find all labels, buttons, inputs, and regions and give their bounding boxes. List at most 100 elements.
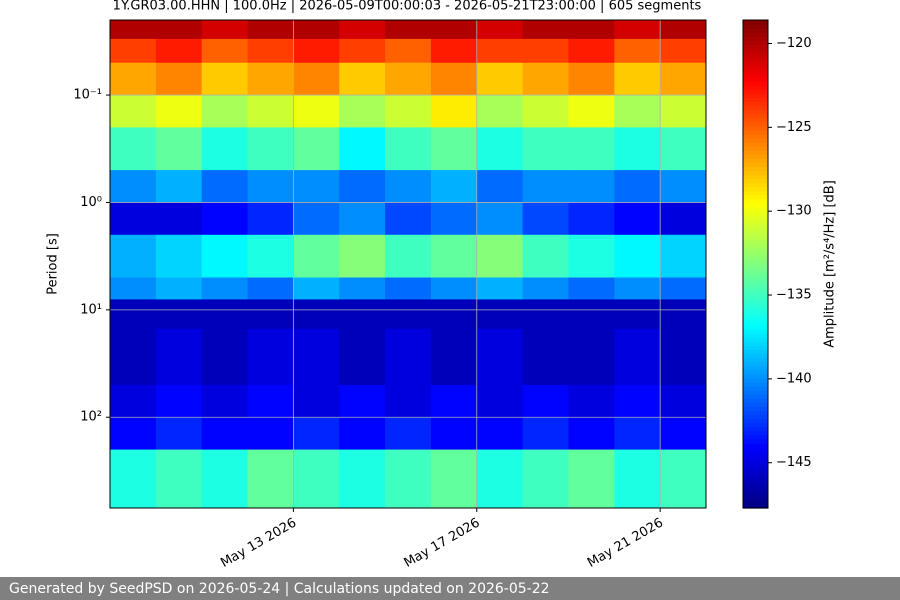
heatmap-cell [430, 62, 478, 96]
heatmap-cell [201, 328, 249, 386]
heatmap-cell [110, 38, 157, 64]
colorbar-band [743, 255, 768, 261]
heatmap-cell [476, 449, 524, 509]
heatmap-cell [430, 202, 478, 236]
colorbar-tick-label: −145 [776, 455, 812, 470]
heatmap-cell [614, 127, 661, 171]
colorbar-band [743, 487, 768, 493]
heatmap-cell [614, 234, 661, 279]
colorbar-band [743, 304, 768, 310]
heatmap-cell [660, 38, 707, 64]
heatmap-cell [201, 277, 249, 300]
heatmap-cell [247, 449, 294, 509]
heatmap-cell [110, 170, 157, 203]
colorbar-band [743, 264, 768, 269]
heatmap-cell [430, 38, 478, 64]
heatmap-cell [110, 417, 157, 451]
heatmap-cell [247, 202, 294, 236]
colorbar-band [743, 52, 768, 58]
colorbar-band [743, 345, 768, 350]
colorbar-band [743, 158, 768, 163]
colorbar-band [743, 72, 768, 78]
colorbar-band [743, 211, 768, 216]
heatmap-cell [201, 95, 249, 128]
colorbar-band [743, 182, 768, 188]
heatmap-cell [110, 328, 157, 386]
colorbar-band [743, 113, 768, 119]
colorbar-band [743, 296, 768, 302]
colorbar-band [743, 426, 768, 432]
heatmap-cell [476, 277, 524, 300]
heatmap-cell [660, 234, 707, 279]
colorbar-band [743, 89, 768, 94]
colorbar-tick-label: −120 [776, 36, 812, 51]
heatmap-cell [247, 127, 294, 171]
heatmap-cell [201, 384, 249, 418]
colorbar-band [743, 308, 768, 314]
colorbar-band [743, 479, 768, 485]
heatmap-cell [155, 449, 203, 509]
heatmap-cell [476, 384, 524, 418]
heatmap-cell [614, 449, 661, 509]
heatmap-cell [110, 20, 157, 40]
heatmap-cell [568, 449, 615, 509]
colorbar-band [743, 150, 768, 155]
heatmap-cell [660, 328, 707, 386]
chart: 1Y.GR03.00.HHN | 100.0Hz | 2026-05-09T00… [46, 0, 838, 571]
colorbar-band [743, 137, 768, 143]
heatmap-cell [522, 417, 569, 451]
colorbar-band [743, 48, 768, 54]
y-tick-label: 10¹ [80, 302, 102, 317]
colorbar-band [743, 247, 768, 253]
heatmap-cell [522, 328, 569, 386]
heatmap-cell [339, 384, 386, 418]
colorbar-band [743, 365, 768, 371]
heatmap-cell [155, 38, 203, 64]
colorbar-label: Amplitude [m²/s⁴/Hz] [dB] [823, 180, 838, 348]
heatmap-cell [522, 62, 569, 96]
colorbar-band [743, 430, 768, 436]
heatmap-cell [568, 127, 615, 171]
colorbar-band [743, 455, 768, 460]
heatmap-cell [201, 62, 249, 96]
colorbar-band [743, 154, 768, 159]
heatmap-cell [614, 417, 661, 451]
heatmap-cell [522, 20, 569, 40]
colorbar-band [743, 178, 768, 184]
colorbar-tick-label: −125 [776, 120, 812, 135]
colorbar-band [743, 373, 768, 379]
colorbar-band [743, 101, 768, 106]
colorbar-band [743, 312, 768, 318]
heatmap-cell [660, 95, 707, 128]
heatmap-cell [385, 38, 432, 64]
heatmap-cell [385, 328, 432, 386]
heatmap-cell [339, 328, 386, 386]
colorbar-band [743, 341, 768, 346]
heatmap-cell [660, 62, 707, 96]
heatmap-cell [385, 417, 432, 451]
heatmap-cell [522, 38, 569, 64]
heatmap-cell [614, 277, 661, 300]
colorbar-band [743, 381, 768, 387]
x-tick-label: May 17 2026 [402, 516, 483, 571]
heatmap-cell [293, 277, 340, 300]
colorbar-band [743, 28, 768, 33]
heatmap-cell [430, 384, 478, 418]
heatmap-cell [339, 449, 386, 509]
heatmap-cell [476, 202, 524, 236]
heatmap-cell [293, 38, 340, 64]
heatmap-cell [247, 384, 294, 418]
colorbar-band [743, 316, 768, 322]
heatmap-cell [155, 202, 203, 236]
heatmap-cell [201, 127, 249, 171]
heatmap-cell [293, 95, 340, 128]
colorbar-band [743, 438, 768, 444]
heatmap-cell [430, 328, 478, 386]
heatmap-cell [568, 299, 615, 330]
heatmap-cell [110, 299, 157, 330]
heatmap-cell [568, 38, 615, 64]
heatmap-cell [660, 170, 707, 203]
heatmap-cell [293, 62, 340, 96]
colorbar-band [743, 24, 768, 29]
colorbar-band [743, 442, 768, 448]
